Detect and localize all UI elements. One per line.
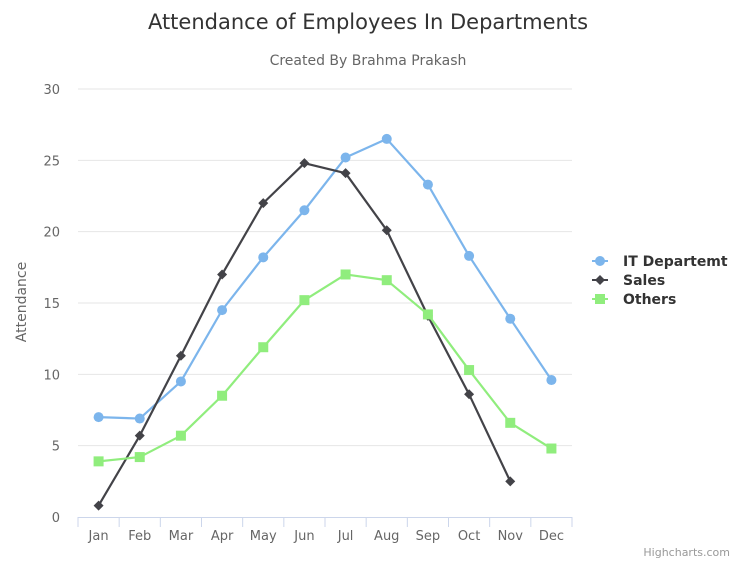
data-point[interactable]: [134, 452, 145, 463]
series-line[interactable]: [97, 273, 553, 463]
y-tick-label: 10: [43, 368, 60, 383]
data-point[interactable]: [93, 456, 104, 467]
data-point[interactable]: [464, 250, 475, 261]
data-point[interactable]: [299, 295, 310, 306]
data-point[interactable]: [505, 476, 516, 487]
data-point[interactable]: [299, 158, 310, 169]
data-point[interactable]: [175, 430, 186, 441]
data-point[interactable]: [546, 443, 557, 454]
y-axis-title: Attendance: [14, 262, 30, 342]
data-point[interactable]: [340, 269, 351, 280]
grid-lines: [78, 88, 572, 447]
legend-marker[interactable]: [595, 294, 605, 304]
legend-label: Sales: [623, 273, 665, 289]
x-tick-label: May: [250, 529, 277, 544]
x-tick-label: Jun: [293, 529, 314, 544]
y-tick-label: 5: [52, 440, 60, 455]
y-tick-label: 25: [43, 154, 60, 169]
series-group: [93, 133, 557, 511]
series-line[interactable]: [97, 137, 553, 420]
data-point[interactable]: [381, 133, 392, 144]
x-tick-label: Sep: [416, 529, 441, 544]
data-point[interactable]: [93, 500, 104, 511]
series-2: [93, 158, 516, 511]
legend-marker[interactable]: [595, 256, 605, 266]
x-tick-label: Dec: [539, 529, 564, 544]
credits-link[interactable]: Highcharts.com: [643, 546, 730, 559]
x-tick-label: Nov: [498, 529, 524, 544]
y-tick-label: 0: [52, 511, 60, 526]
y-tick-label: 30: [43, 83, 60, 98]
data-point[interactable]: [464, 389, 475, 400]
data-point[interactable]: [93, 412, 104, 423]
data-point[interactable]: [340, 152, 351, 163]
data-point[interactable]: [422, 179, 433, 190]
y-tick-label: 20: [43, 226, 60, 241]
data-point[interactable]: [175, 376, 186, 387]
data-point[interactable]: [299, 205, 310, 216]
legend[interactable]: IT Departemt Sales Others: [592, 254, 728, 308]
x-tick-label: Mar: [169, 529, 194, 544]
data-point[interactable]: [546, 375, 557, 386]
data-point[interactable]: [381, 275, 392, 286]
legend-label: IT Departemt: [623, 254, 728, 270]
data-point[interactable]: [175, 350, 186, 361]
axes: 0 5 10 15 20 25 30 Jan Feb Mar Apr May Jun Jul Aug Sep O…: [43, 83, 573, 544]
data-point[interactable]: [258, 252, 269, 263]
x-tick-label: Apr: [211, 529, 234, 544]
data-point[interactable]: [258, 198, 269, 209]
data-point[interactable]: [464, 365, 475, 376]
legend-marker[interactable]: [595, 275, 605, 285]
series-3: [93, 269, 557, 467]
x-tick-label: Aug: [374, 529, 399, 544]
data-point[interactable]: [340, 168, 351, 179]
data-point[interactable]: [505, 417, 516, 428]
chart-title: Attendance of Employees In Departments: [148, 10, 588, 34]
chart-subtitle: Created By Brahma Prakash: [270, 53, 467, 69]
y-tick-label: 15: [43, 297, 60, 312]
data-point[interactable]: [422, 309, 433, 320]
legend-item[interactable]: Sales: [592, 273, 665, 289]
x-tick-label: Oct: [458, 529, 480, 544]
data-point[interactable]: [505, 313, 516, 324]
x-tick-label: Jan: [88, 529, 109, 544]
data-point[interactable]: [258, 342, 269, 353]
legend-label: Others: [623, 292, 676, 308]
legend-item[interactable]: IT Departemt: [592, 254, 728, 270]
legend-item[interactable]: Others: [592, 292, 676, 308]
data-point[interactable]: [381, 225, 392, 236]
series-1: [93, 133, 557, 424]
data-point[interactable]: [134, 430, 145, 441]
x-tick-label: Feb: [128, 529, 151, 544]
data-point[interactable]: [217, 390, 228, 401]
x-tick-label: Jul: [337, 529, 354, 544]
data-point[interactable]: [134, 413, 145, 424]
data-point[interactable]: [217, 305, 228, 316]
data-point[interactable]: [217, 269, 228, 280]
